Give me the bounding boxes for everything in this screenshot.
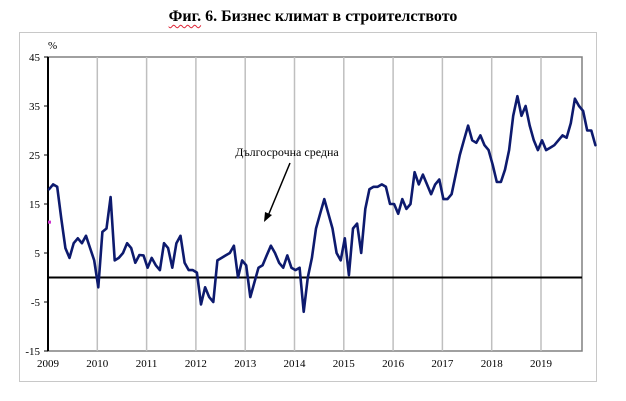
x-tick-2013: 2013 [234,358,257,370]
x-tick-2014: 2014 [284,358,307,370]
y-tick--15: -15 [25,346,40,358]
chart-title: Фиг. 6. Бизнес климат в строителството [0,8,626,26]
long-term-average-marker [48,220,51,224]
x-tick-2010: 2010 [86,358,109,370]
x-tick-2009: 2009 [37,358,60,370]
title-prefix: Фиг. [168,8,202,25]
y-unit-label: % [48,40,57,52]
y-tick-25: 25 [29,150,41,162]
x-tick-2012: 2012 [185,358,207,370]
y-tick--5: -5 [31,297,41,309]
title-rest: 6. Бизнес климат в строителството [201,8,458,25]
series-line [47,94,597,314]
y-tick-5: 5 [35,248,41,260]
annotation-label: Дългосрочна средна [235,145,339,159]
arrow-head-icon [264,212,272,222]
chart-frame [19,32,597,382]
x-tick-2011: 2011 [136,358,158,370]
x-tick-2018: 2018 [481,358,504,370]
x-tick-2015: 2015 [333,358,356,370]
plot-area [47,56,583,352]
x-tick-2019: 2019 [530,358,553,370]
y-tick-15: 15 [29,199,41,211]
y-tick-45: 45 [29,52,41,64]
y-tick-35: 35 [29,101,41,113]
x-tick-2016: 2016 [382,358,405,370]
annotation-arrow [267,162,291,217]
x-tick-2017: 2017 [431,358,454,370]
